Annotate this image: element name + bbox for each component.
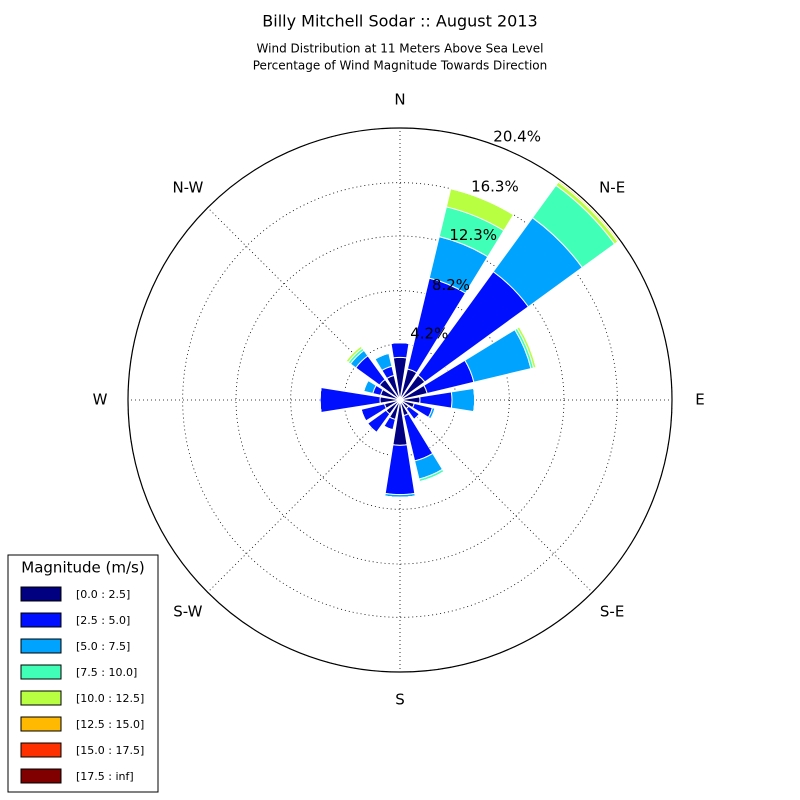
r-tick-label: 8.2% (432, 276, 470, 294)
wedge (384, 495, 416, 498)
grid-ring (182, 182, 618, 618)
direction-label: W (93, 391, 108, 409)
legend-label: [0.0 : 2.5] (76, 588, 130, 601)
direction-label: S-W (173, 603, 202, 621)
grid-ring (290, 290, 510, 510)
direction-label: N-E (599, 178, 625, 196)
legend-swatch (20, 690, 62, 706)
legend-swatch (20, 716, 62, 732)
legend-swatch (20, 742, 62, 758)
r-tick-label: 16.3% (471, 177, 519, 195)
legend: Magnitude (m/s) [0.0 : 2.5] [2.5 : 5.0] [5.… (7, 554, 159, 793)
legend-swatch (20, 612, 62, 628)
spoke (399, 399, 593, 593)
legend-swatch (20, 586, 62, 602)
direction-label: N (394, 91, 405, 109)
legend-label: [2.5 : 5.0] (76, 614, 130, 627)
legend-label: [10.0 : 12.5] (76, 692, 144, 705)
wedge (390, 342, 410, 359)
wedge (450, 188, 514, 216)
legend-label: [7.5 : 10.0] (76, 666, 137, 679)
wedge (558, 180, 620, 242)
legend-swatch (20, 664, 62, 680)
direction-label: S-E (600, 603, 624, 621)
r-tick-label: 12.3% (449, 226, 497, 244)
r-tick-label: 4.2% (410, 325, 448, 343)
wedge (450, 387, 476, 413)
wedge (383, 425, 393, 431)
legend-label: [15.0 : 17.5] (76, 744, 144, 757)
chart-subtitle: Percentage of Wind Magnitude Towards Dir… (253, 59, 547, 73)
wedge (360, 409, 367, 422)
legend-swatch (20, 638, 62, 654)
spoke (207, 207, 401, 401)
legend-label: [12.5 : 15.0] (76, 718, 144, 731)
chart-subtitle: Wind Distribution at 11 Meters Above Sea… (257, 42, 544, 56)
grid-ring (235, 235, 565, 565)
legend-label: [5.0 : 7.5] (76, 640, 130, 653)
legend-swatch (20, 768, 62, 784)
direction-label: E (695, 391, 704, 409)
wedge (473, 388, 476, 412)
direction-label: S (395, 691, 405, 709)
wedge (413, 413, 420, 420)
spoke (207, 399, 401, 593)
grid-ring (127, 127, 673, 673)
wedge (384, 444, 416, 496)
legend-title: Magnitude (m/s) (21, 559, 144, 577)
wedge (345, 345, 362, 362)
legend-label: [17.5 : inf] (76, 770, 134, 783)
r-tick-label: 20.4% (493, 127, 541, 145)
chart-title: Billy Mitchell Sodar :: August 2013 (262, 12, 537, 31)
direction-label: N-W (172, 178, 203, 196)
